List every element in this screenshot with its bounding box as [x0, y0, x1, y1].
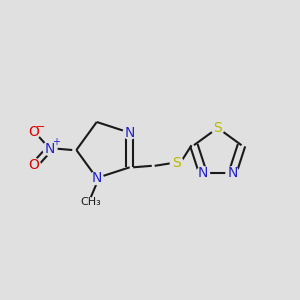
Circle shape — [90, 172, 103, 184]
Text: CH₃: CH₃ — [80, 196, 101, 207]
Circle shape — [226, 167, 239, 180]
Circle shape — [27, 126, 40, 139]
Text: N: N — [227, 166, 238, 180]
Text: N: N — [124, 126, 135, 140]
Text: −: − — [35, 122, 45, 132]
Circle shape — [196, 167, 209, 180]
Text: O: O — [28, 125, 39, 139]
Circle shape — [27, 158, 40, 171]
Circle shape — [211, 122, 224, 134]
Text: N: N — [92, 171, 102, 185]
Text: O: O — [28, 158, 39, 172]
Circle shape — [123, 126, 136, 139]
Text: S: S — [172, 156, 181, 170]
Circle shape — [43, 142, 57, 156]
Text: N: N — [198, 166, 208, 180]
Text: +: + — [52, 137, 60, 147]
Circle shape — [170, 156, 183, 170]
Text: S: S — [213, 121, 222, 135]
Text: N: N — [45, 142, 55, 155]
